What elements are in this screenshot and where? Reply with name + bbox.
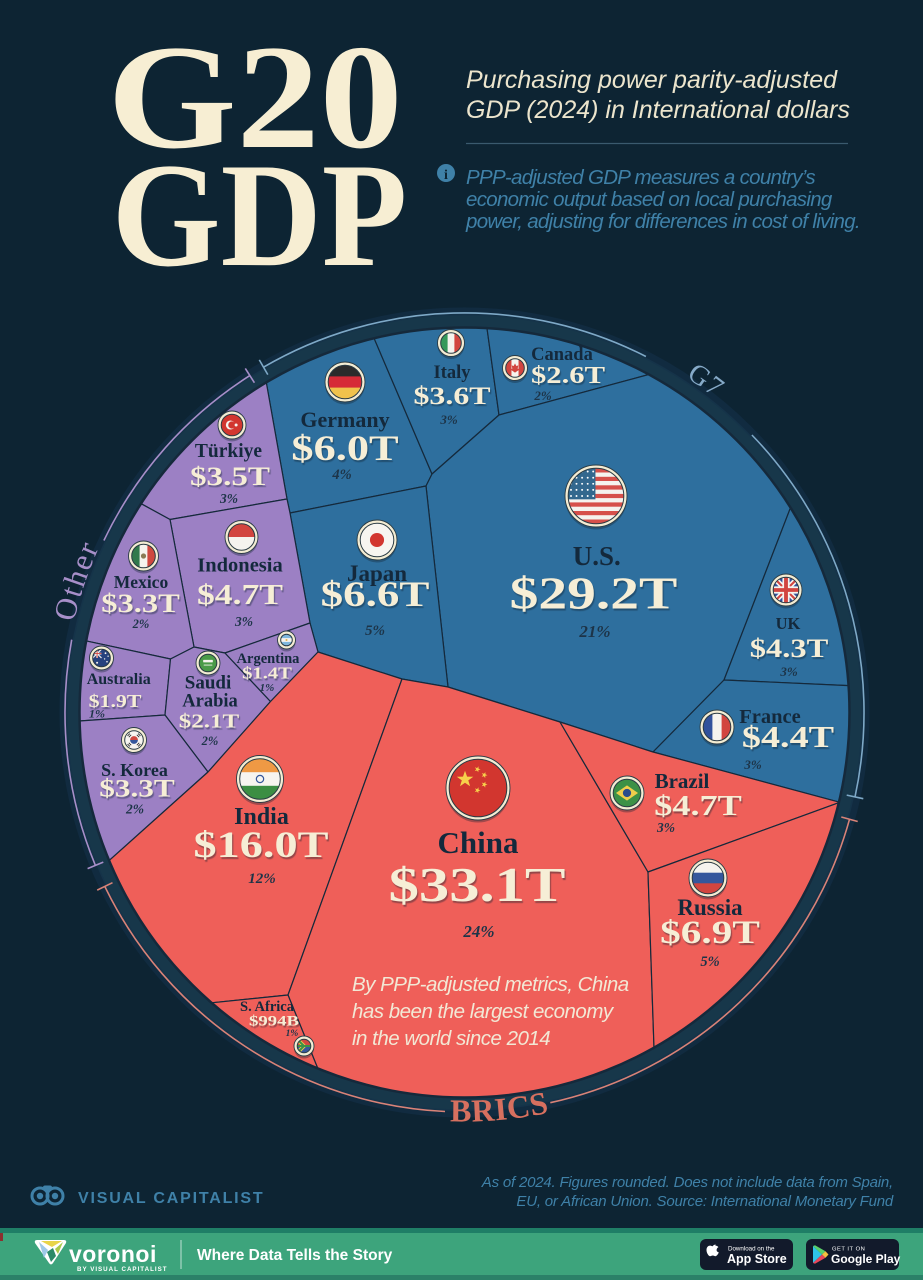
svg-text:Italy: Italy	[434, 363, 472, 383]
svg-text:2%: 2%	[533, 388, 552, 403]
svg-text:France: France	[739, 706, 800, 728]
svg-text:$3.3T: $3.3T	[99, 775, 175, 802]
svg-text:Where Data Tells the Story: Where Data Tells the Story	[197, 1247, 393, 1264]
svg-text:voronoi: voronoi	[69, 1241, 157, 1267]
svg-text:1%: 1%	[260, 682, 275, 694]
svg-text:India: India	[234, 804, 289, 830]
svg-text:$4.7T: $4.7T	[197, 578, 284, 610]
svg-text:Arabia: Arabia	[182, 692, 238, 712]
svg-text:China: China	[438, 825, 519, 860]
svg-text:$3.5T: $3.5T	[190, 462, 270, 491]
svg-text:$2.1T: $2.1T	[179, 710, 239, 732]
svg-text:economic output based on local: economic output based on local purchasin…	[466, 188, 833, 211]
svg-text:5%: 5%	[365, 623, 385, 639]
svg-text:3%: 3%	[439, 412, 458, 427]
svg-text:G20: G20	[107, 15, 402, 180]
svg-text:$6.6T: $6.6T	[321, 574, 430, 614]
svg-text:3%: 3%	[656, 820, 675, 835]
svg-text:Argentina: Argentina	[237, 651, 301, 667]
svg-text:Türkiye: Türkiye	[195, 441, 263, 462]
svg-text:Purchasing power parity-adjust: Purchasing power parity-adjusted	[466, 66, 838, 94]
svg-text:$29.2T: $29.2T	[510, 569, 678, 619]
svg-text:$4.7T: $4.7T	[654, 790, 742, 822]
svg-text:GDP: GDP	[112, 133, 408, 298]
svg-text:has been the largest economy: has been the largest economy	[352, 1000, 615, 1023]
svg-text:Mexico: Mexico	[114, 572, 169, 592]
svg-text:App Store: App Store	[727, 1252, 787, 1266]
svg-text:U.S.: U.S.	[573, 541, 621, 571]
svg-text:12%: 12%	[248, 871, 276, 887]
svg-text:Canada: Canada	[531, 345, 593, 365]
svg-text:$6.9T: $6.9T	[660, 915, 760, 951]
svg-text:2%: 2%	[125, 802, 144, 817]
svg-text:$6.0T: $6.0T	[291, 428, 398, 468]
svg-text:Saudi: Saudi	[185, 673, 231, 694]
svg-text:5%: 5%	[700, 954, 719, 970]
svg-text:4%: 4%	[331, 467, 351, 483]
svg-text:$33.1T: $33.1T	[389, 858, 566, 912]
svg-text:2%: 2%	[201, 734, 219, 748]
svg-text:$3.6T: $3.6T	[413, 382, 490, 410]
svg-text:$1.9T: $1.9T	[89, 692, 142, 711]
svg-text:$16.0T: $16.0T	[194, 825, 329, 866]
svg-text:2%: 2%	[132, 617, 150, 631]
svg-text:By PPP-adjusted metrics, China: By PPP-adjusted metrics, China	[352, 973, 629, 996]
svg-text:PPP-adjusted GDP measures a co: PPP-adjusted GDP measures a country’s	[466, 166, 815, 189]
svg-text:in the world since 2014: in the world since 2014	[352, 1027, 550, 1050]
svg-text:BY VISUAL CAPITALIST: BY VISUAL CAPITALIST	[77, 1266, 167, 1273]
svg-text:Japan: Japan	[347, 561, 407, 586]
svg-text:3%: 3%	[779, 664, 798, 679]
svg-text:i: i	[444, 168, 448, 183]
svg-text:S. Korea: S. Korea	[101, 760, 168, 780]
svg-text:$994B: $994B	[249, 1012, 299, 1029]
svg-text:3%: 3%	[743, 757, 762, 772]
svg-text:Australia: Australia	[87, 671, 151, 688]
svg-text:Russia: Russia	[677, 895, 743, 920]
svg-text:$1.4T: $1.4T	[242, 664, 292, 683]
svg-text:Indonesia: Indonesia	[197, 555, 282, 577]
svg-text:EU, or African Union. Source:: EU, or African Union. Source: Internatio…	[516, 1193, 893, 1210]
svg-text:UK: UK	[776, 614, 801, 633]
svg-text:$4.3T: $4.3T	[750, 635, 829, 663]
svg-text:1%: 1%	[286, 1029, 299, 1039]
svg-text:Germany: Germany	[300, 407, 389, 432]
svg-text:VISUAL CAPITALIST: VISUAL CAPITALIST	[78, 1190, 264, 1207]
svg-text:21%: 21%	[578, 622, 610, 641]
svg-text:24%: 24%	[462, 922, 494, 941]
svg-text:1%: 1%	[89, 707, 105, 721]
svg-text:3%: 3%	[234, 614, 253, 629]
svg-text:As of 2024. Figures rounded. D: As of 2024. Figures rounded. Does not in…	[481, 1174, 893, 1191]
svg-text:S. Africa: S. Africa	[240, 999, 295, 1015]
svg-text:$4.4T: $4.4T	[742, 720, 834, 754]
svg-text:$3.3T: $3.3T	[101, 590, 180, 618]
svg-text:Google Play: Google Play	[831, 1252, 901, 1266]
svg-text:GDP (2024) in International do: GDP (2024) in International dollars	[466, 96, 850, 124]
svg-text:$2.6T: $2.6T	[531, 361, 606, 388]
svg-text:3%: 3%	[219, 491, 238, 506]
svg-text:power, adjusting for differenc: power, adjusting for differences in cost…	[465, 210, 860, 233]
svg-text:Download on the: Download on the	[728, 1246, 775, 1253]
svg-text:GET IT ON: GET IT ON	[832, 1247, 865, 1253]
svg-text:Brazil: Brazil	[655, 769, 710, 793]
